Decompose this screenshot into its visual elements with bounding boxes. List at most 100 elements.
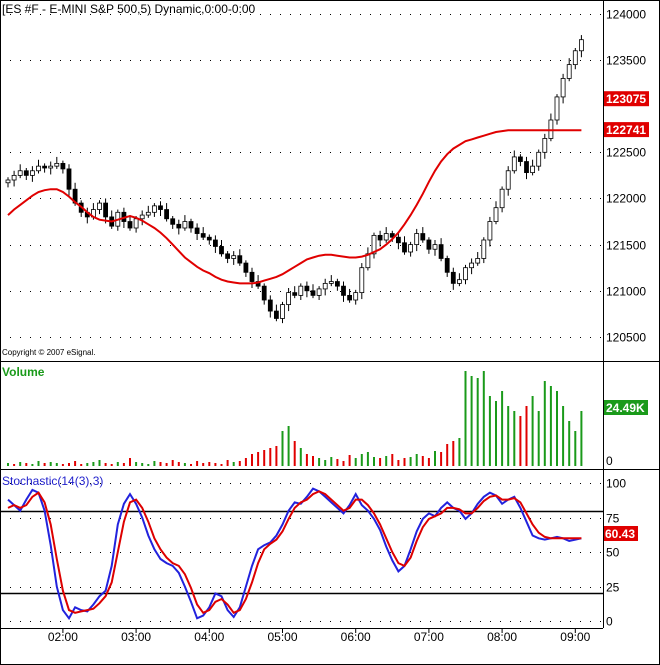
stochastic-gridlines xyxy=(0,483,603,622)
volume-bars xyxy=(7,371,583,466)
candle-body xyxy=(322,282,328,290)
candle-body xyxy=(426,239,432,250)
candle-body xyxy=(133,218,139,229)
stochastic-value-label: 60.43 xyxy=(605,527,635,541)
candle-body xyxy=(304,285,310,292)
candle-body xyxy=(188,221,194,229)
price-candles xyxy=(5,35,584,324)
stochastic-tick-label: 25 xyxy=(606,581,620,595)
candle-body xyxy=(420,233,426,241)
price-tick-label: 123500 xyxy=(606,54,646,68)
price-tick-label: 122000 xyxy=(606,192,646,206)
candle-body xyxy=(23,170,29,176)
candle-body xyxy=(554,96,560,121)
candle-body xyxy=(371,234,377,255)
candle-body xyxy=(200,233,206,238)
candle-body xyxy=(97,202,102,210)
candle-body xyxy=(212,239,218,247)
candle-body xyxy=(469,262,475,269)
candle-body xyxy=(505,170,511,190)
time-tick-label: 09:00 xyxy=(560,630,590,644)
candle-body xyxy=(29,170,35,176)
candle-body xyxy=(493,207,499,222)
time-tick-label: 02:00 xyxy=(48,630,78,644)
candle-body xyxy=(530,165,535,174)
stochastic-axis-ticks: 0 25 50 75 100 xyxy=(606,477,626,629)
candle-body xyxy=(151,205,157,213)
candle-body xyxy=(347,294,353,301)
candle-body xyxy=(316,288,322,296)
candle-body xyxy=(127,221,133,229)
volume-value-label: 24.49K xyxy=(606,401,645,415)
candle-body xyxy=(103,202,108,218)
candle-body xyxy=(463,267,468,281)
stochastic-tick-label: 0 xyxy=(606,615,613,629)
candle-body xyxy=(267,299,273,312)
candle-body xyxy=(408,244,414,253)
candle-body xyxy=(280,304,285,319)
candle-body xyxy=(170,218,176,225)
candle-body xyxy=(194,227,200,234)
candle-body xyxy=(560,78,566,98)
candle-body xyxy=(243,262,249,273)
candle-body xyxy=(524,161,529,174)
candle-body xyxy=(450,271,456,284)
candle-body xyxy=(231,255,237,259)
candle-body xyxy=(273,310,279,319)
candle-body xyxy=(11,174,17,181)
stochastic-tick-label: 75 xyxy=(606,512,620,526)
candle-body xyxy=(17,170,23,176)
candle-body xyxy=(219,246,224,255)
candle-body xyxy=(487,221,493,241)
candle-body xyxy=(341,285,346,296)
candle-body xyxy=(383,233,389,241)
volume-value-badge: 24.49K xyxy=(604,400,648,415)
candle-body xyxy=(261,285,267,301)
time-tick-label: 08:00 xyxy=(487,630,517,644)
price-axis-ticks: 120500 121000 121500 122000 122500 123500 1240… xyxy=(606,8,646,345)
stochastic-d-line xyxy=(7,490,582,615)
candle-body xyxy=(518,156,523,162)
candle-body xyxy=(42,165,47,169)
stochastic-tick-label: 50 xyxy=(606,546,620,560)
copyright-label: Copyright © 2007 eSignal. xyxy=(2,348,96,357)
stochastic-k-line xyxy=(7,487,582,621)
candle-body xyxy=(579,39,584,52)
candle-body xyxy=(353,292,359,301)
stochastic-tick-label: 100 xyxy=(606,477,626,491)
candle-body xyxy=(48,165,54,169)
candle-body xyxy=(402,242,407,253)
candle-body xyxy=(414,233,420,246)
candle-body xyxy=(389,233,395,238)
price-tick-label: 122500 xyxy=(606,146,646,160)
candle-body xyxy=(536,151,542,167)
price-tick-label: 120500 xyxy=(606,331,646,345)
candle-body xyxy=(481,239,487,259)
candle-body xyxy=(139,214,145,220)
candle-body xyxy=(456,279,462,284)
candle-body xyxy=(206,236,212,241)
candle-body xyxy=(292,292,298,296)
volume-panel-title: Volume xyxy=(2,365,45,379)
candle-body xyxy=(444,258,450,273)
price-gridlines xyxy=(0,14,603,338)
candle-body xyxy=(145,211,151,216)
candle-body xyxy=(499,188,505,209)
candle-body xyxy=(237,255,243,264)
volume-value-badge-bg xyxy=(604,400,648,415)
candle-body xyxy=(66,168,72,190)
candle-body xyxy=(395,236,401,244)
ma-price-badge-bg xyxy=(604,122,649,138)
candle-body xyxy=(572,50,578,66)
last-price-badge-bg xyxy=(604,91,649,107)
stochastic-reference-lines xyxy=(0,510,603,595)
stochastic-value-badge: 60.43 xyxy=(604,526,638,541)
time-tick-label: 05:00 xyxy=(267,630,297,644)
candle-body xyxy=(511,156,517,172)
time-tick-label: 04:00 xyxy=(194,630,224,644)
candle-body xyxy=(60,162,66,170)
ma-price-badge: 122741 xyxy=(604,122,649,138)
